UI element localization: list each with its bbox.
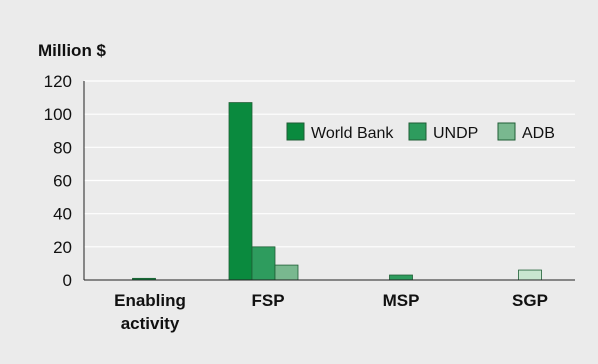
y-tick-label: 120	[44, 72, 72, 91]
legend-label: UNDP	[433, 125, 478, 142]
y-tick-label: 60	[53, 172, 72, 191]
legend-label: ADB	[522, 125, 555, 142]
axes	[83, 81, 575, 281]
x-category-label: MSP	[383, 291, 420, 310]
bar-world-bank-cat-1	[228, 102, 253, 281]
legend-label: World Bank	[311, 125, 394, 142]
bar-undp-cat-1	[251, 246, 276, 281]
y-axis-title: Million $	[38, 41, 107, 60]
legend-swatch	[497, 122, 516, 141]
y-tick-label: 0	[63, 271, 72, 290]
y-tick-label: 80	[53, 138, 72, 157]
bars	[132, 102, 542, 281]
bar-series-3-cat-3	[518, 269, 542, 281]
y-tick-label: 20	[53, 238, 72, 257]
y-tick-label: 100	[44, 105, 72, 124]
legend: World Bank UNDP ADB	[286, 122, 555, 142]
x-category-label: activity	[121, 314, 180, 333]
legend-swatch	[408, 122, 427, 141]
bar-adb-cat-1	[274, 264, 299, 281]
x-category-label: FSP	[251, 291, 284, 310]
x-category-label: SGP	[512, 291, 548, 310]
y-axis-ticks: 0 20 40 60 80 100 120	[44, 72, 72, 290]
legend-swatch	[286, 122, 305, 141]
y-tick-label: 40	[53, 205, 72, 224]
gridlines	[84, 80, 575, 248]
x-category-label: Enabling	[114, 291, 186, 310]
x-axis-categories: Enabling activity FSP MSP SGP	[114, 291, 548, 333]
bar-undp-cat-2	[389, 274, 413, 281]
